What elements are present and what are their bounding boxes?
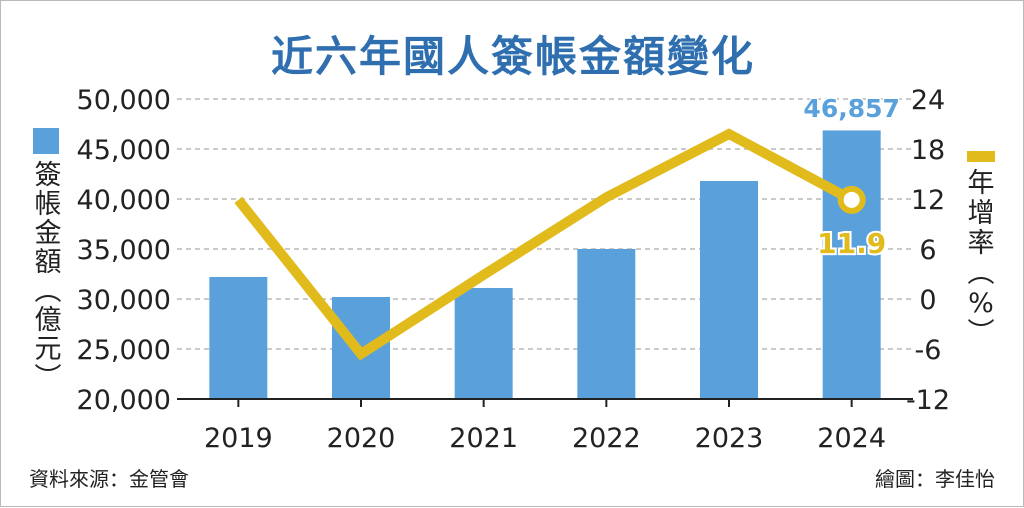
category-label: 2024 xyxy=(817,423,886,454)
growth-line xyxy=(234,128,855,361)
right-tick-label: 0 xyxy=(919,285,936,316)
right-tick-label: 12 xyxy=(911,185,945,216)
bar xyxy=(822,130,881,399)
category-label: 2021 xyxy=(449,423,518,454)
right-tick-label: 6 xyxy=(919,235,936,266)
category-label: 2023 xyxy=(695,423,764,454)
bar xyxy=(577,249,636,399)
right-legend-swatch xyxy=(967,151,995,162)
left-tick-label: 25,000 xyxy=(77,335,171,366)
left-axis-label-char: ︶ xyxy=(34,363,62,394)
left-tick-label: 40,000 xyxy=(77,185,171,216)
last-bar-value-label: 46,857 xyxy=(803,94,899,123)
right-axis-label-char: 率 xyxy=(967,228,995,259)
bar xyxy=(454,288,513,399)
right-tick-label: -12 xyxy=(906,385,950,416)
left-axis-label-char: 元 xyxy=(34,334,62,365)
right-tick-label: 24 xyxy=(911,85,945,116)
bar xyxy=(700,181,758,399)
right-axis-label-char: 增 xyxy=(967,198,995,229)
left-axis-label-char: ︵ xyxy=(34,276,62,307)
left-tick-label: 45,000 xyxy=(77,135,171,166)
chart-title: 近六年國人簽帳金額變化 xyxy=(270,32,755,81)
last-point-marker xyxy=(837,185,866,214)
category-label: 2019 xyxy=(204,423,273,454)
left-axis-label-char: 億 xyxy=(34,305,62,336)
right-tick-label: -6 xyxy=(915,335,942,366)
right-axis-label-char: % xyxy=(968,288,994,319)
right-axis-label-char: ︶ xyxy=(967,318,995,349)
left-axis-label-char: 帳 xyxy=(34,189,62,220)
left-axis-label-char: 額 xyxy=(34,247,62,278)
category-label: 2022 xyxy=(572,423,641,454)
left-axis-label-char: 金 xyxy=(34,218,62,249)
credit-note: 繪圖：李佳怡 xyxy=(875,467,995,491)
source-note: 資料來源：金管會 xyxy=(29,467,189,491)
bar xyxy=(209,277,268,399)
last-point-value-label: 11.9 xyxy=(817,227,886,260)
category-label: 2020 xyxy=(327,423,396,454)
left-tick-label: 20,000 xyxy=(77,385,171,416)
right-axis-label-char: 年 xyxy=(967,168,995,199)
right-tick-label: 18 xyxy=(911,135,945,166)
left-axis-label-char: 簽 xyxy=(34,160,62,191)
left-tick-label: 35,000 xyxy=(77,235,171,266)
right-axis-label-char: ︵ xyxy=(967,258,995,289)
left-legend-swatch xyxy=(33,128,59,154)
left-tick-label: 30,000 xyxy=(77,285,171,316)
left-tick-label: 50,000 xyxy=(77,85,171,116)
